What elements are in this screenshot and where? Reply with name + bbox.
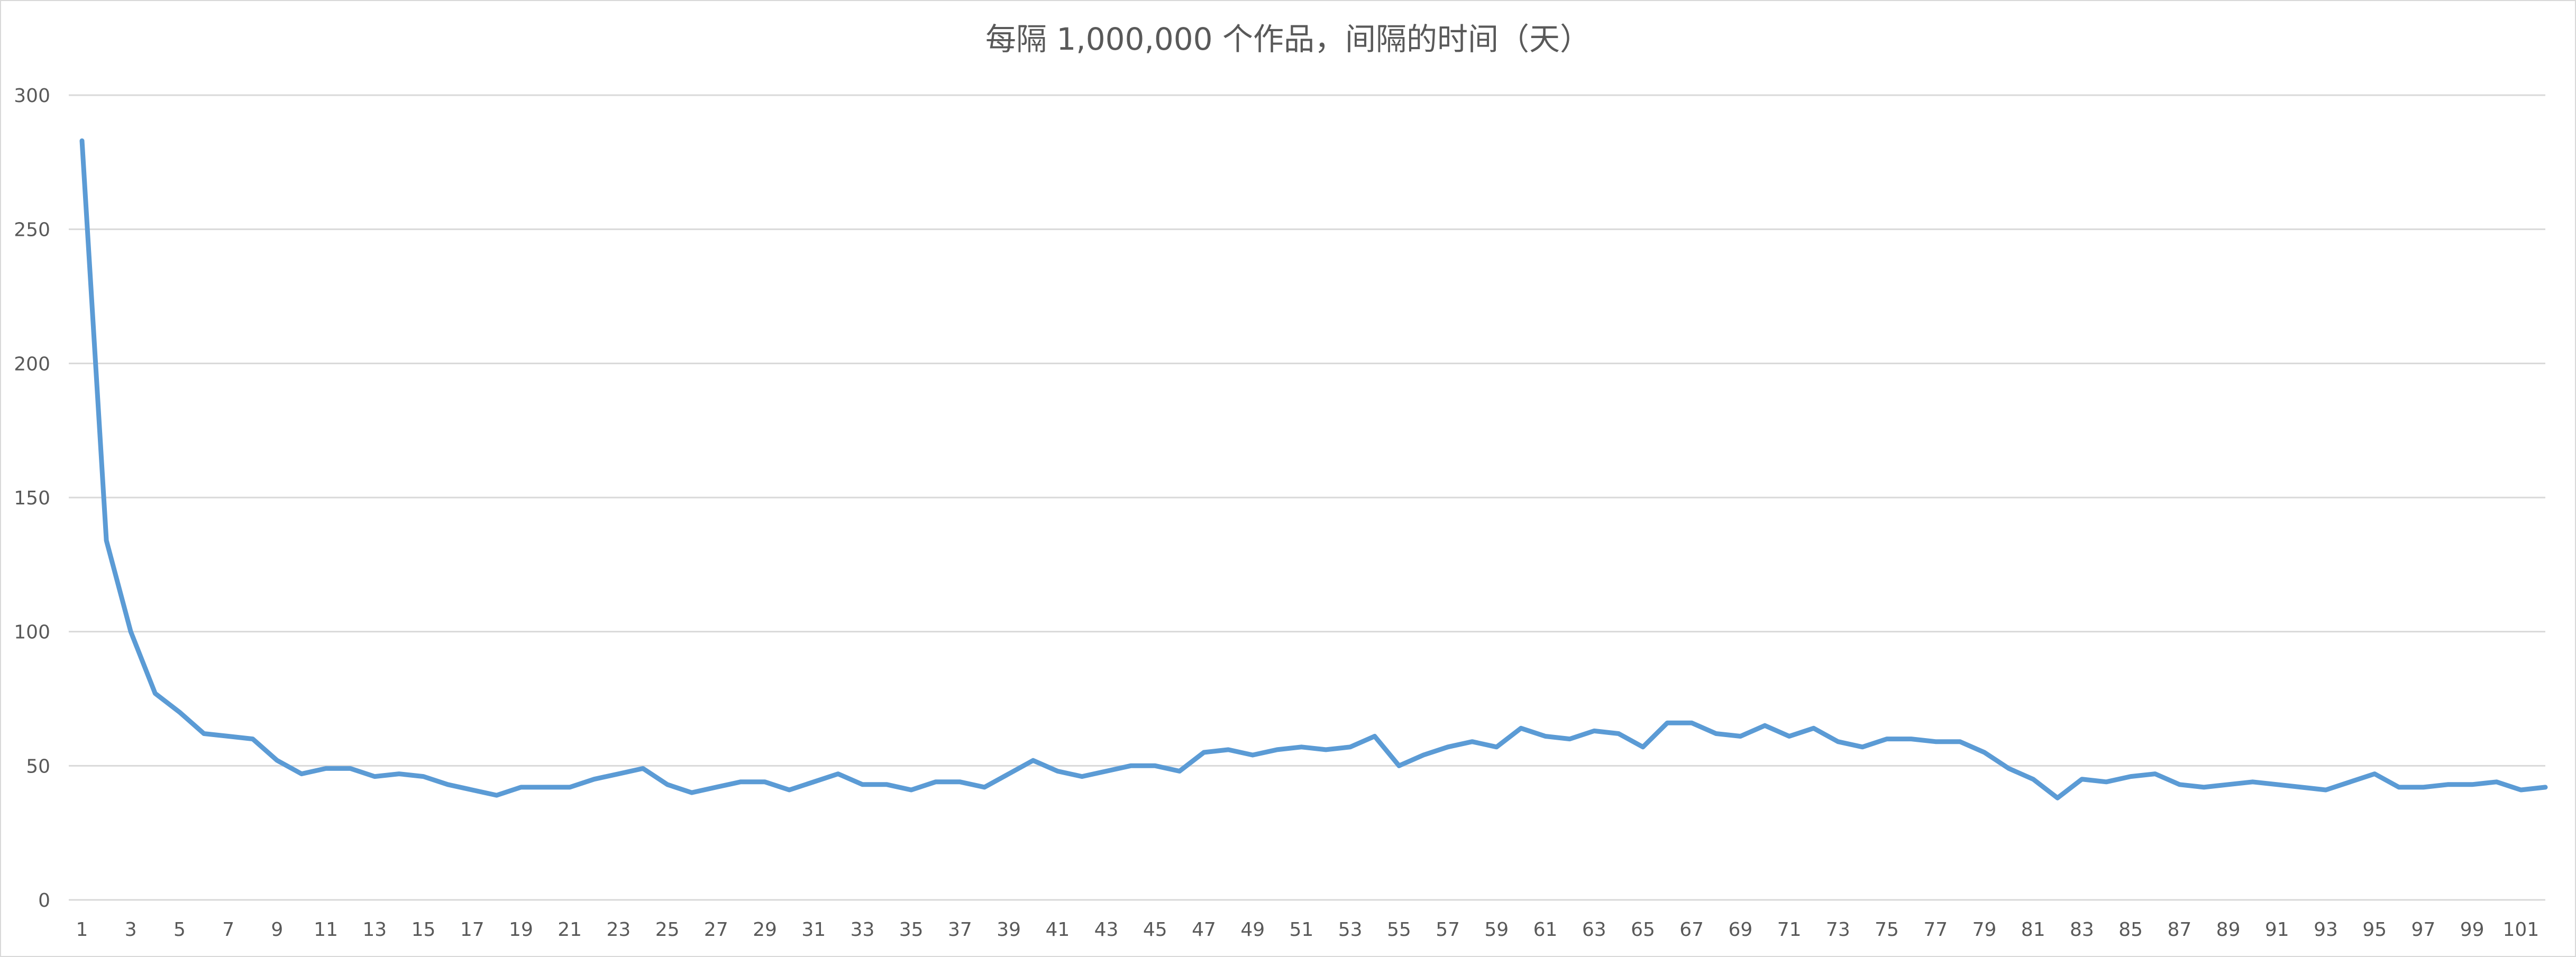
x-tick-label: 7 — [222, 919, 234, 941]
x-tick-label: 91 — [2265, 919, 2289, 941]
x-tick-label: 59 — [1484, 919, 1509, 941]
x-tick-label: 67 — [1679, 919, 1704, 941]
x-tick-label: 101 — [2503, 919, 2540, 941]
x-tick-label: 5 — [173, 919, 186, 941]
grid-layer — [69, 94, 2545, 901]
x-tick-label: 75 — [1875, 919, 1899, 941]
x-tick-label: 93 — [2314, 919, 2338, 941]
x-tick-label: 25 — [655, 919, 680, 941]
x-tick-label: 3 — [125, 919, 137, 941]
x-tick-label: 39 — [997, 919, 1021, 941]
y-tick-label: 200 — [14, 353, 50, 375]
x-tick-label: 11 — [314, 919, 338, 941]
x-tick-label: 53 — [1338, 919, 1363, 941]
x-tick-label: 1 — [76, 919, 88, 941]
x-tick-label: 55 — [1387, 919, 1411, 941]
x-tick-label: 37 — [948, 919, 972, 941]
x-tick-label: 65 — [1631, 919, 1655, 941]
x-tick-label: 89 — [2216, 919, 2241, 941]
x-tick-label: 51 — [1290, 919, 1314, 941]
series-layer — [79, 138, 2548, 800]
x-tick-label: 29 — [753, 919, 777, 941]
x-tick-label: 97 — [2411, 919, 2436, 941]
x-tick-label: 71 — [1777, 919, 1802, 941]
x-tick-label: 69 — [1728, 919, 1752, 941]
x-tick-label: 13 — [362, 919, 387, 941]
x-tick-label: 19 — [509, 919, 533, 941]
x-tick-label: 15 — [412, 919, 436, 941]
x-tick-label: 79 — [1972, 919, 1997, 941]
x-tick-label: 99 — [2460, 919, 2484, 941]
x-tick-label: 21 — [558, 919, 582, 941]
x-tick-label: 41 — [1045, 919, 1070, 941]
x-tick-label: 45 — [1143, 919, 1167, 941]
x-tick-label: 35 — [899, 919, 924, 941]
y-tick-label: 300 — [14, 85, 50, 107]
x-tick-label: 85 — [2118, 919, 2143, 941]
x-tick-label: 83 — [2070, 919, 2094, 941]
x-tick-label: 23 — [606, 919, 631, 941]
x-tick-label: 43 — [1094, 919, 1119, 941]
x-tick-label: 31 — [801, 919, 826, 941]
y-tick-label: 0 — [38, 890, 50, 912]
x-tick-label: 63 — [1582, 919, 1606, 941]
x-tick-label: 73 — [1826, 919, 1850, 941]
x-tick-label: 77 — [1923, 919, 1948, 941]
x-tick-label: 95 — [2362, 919, 2387, 941]
y-tick-label: 50 — [26, 756, 50, 777]
x-tick-label: 81 — [2021, 919, 2045, 941]
x-tick-label: 33 — [851, 919, 875, 941]
x-tick-label: 17 — [460, 919, 485, 941]
x-tick-label: 57 — [1436, 919, 1460, 941]
y-tick-label: 100 — [14, 622, 50, 643]
x-tick-label: 9 — [271, 919, 283, 941]
series-line — [79, 138, 2548, 800]
x-tick-label: 47 — [1192, 919, 1216, 941]
x-tick-label: 27 — [704, 919, 728, 941]
x-tick-label: 61 — [1533, 919, 1558, 941]
x-tick-label: 49 — [1240, 919, 1265, 941]
chart-title: 每隔 1,000,000 个作品，间隔的时间（天） — [985, 21, 1591, 57]
y-tick-label: 250 — [14, 219, 50, 241]
y-tick-label: 150 — [14, 487, 50, 509]
x-tick-label: 87 — [2167, 919, 2191, 941]
